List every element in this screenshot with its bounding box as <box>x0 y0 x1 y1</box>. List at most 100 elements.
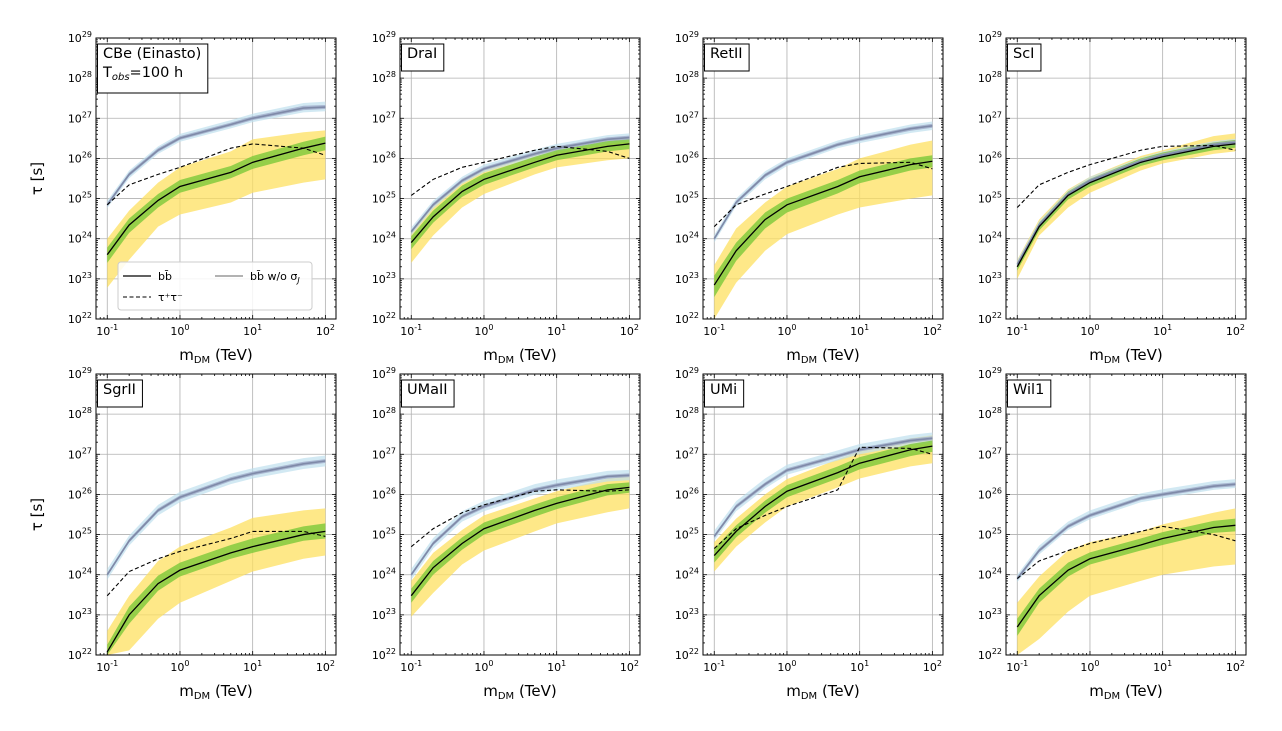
panel-title: ScI <box>1013 46 1034 62</box>
panel-title-box: Wil1 <box>1007 379 1052 408</box>
y-tick-label: 1023 <box>372 607 396 622</box>
panel-cbe-einasto: 10-1 100 101 102 1022 1023 1024 1025 1026 1027 102… <box>28 30 337 366</box>
bb-no-sigma-line <box>106 460 326 576</box>
y-tick-label: 1024 <box>675 567 699 582</box>
x-tick-label: 101 <box>1153 323 1172 338</box>
y-tick-label: 1027 <box>372 110 396 125</box>
panel-title: RetII <box>710 46 743 62</box>
y-tick-label: 1029 <box>372 366 396 381</box>
x-tick-label: 100 <box>474 323 493 338</box>
panel-title: UMaII <box>407 382 448 398</box>
panel-title-box: UMaII <box>401 379 455 408</box>
axes-frame <box>95 37 337 320</box>
y-tick-label: 1027 <box>68 110 92 125</box>
x-tick-label: 101 <box>547 323 566 338</box>
bb-band-68 <box>411 139 630 250</box>
plot-area <box>106 455 326 655</box>
y-tick-label: 1029 <box>978 366 1002 381</box>
panel-title-box: RetII <box>704 43 750 72</box>
panel-title-frame <box>704 379 745 408</box>
y-tick-label: 1023 <box>68 607 92 622</box>
x-axis-label: mDM (TeV) <box>483 346 557 366</box>
x-axis-label: mDM (TeV) <box>1089 346 1163 366</box>
bb-no-sigma-line <box>1016 141 1236 265</box>
bb-no-sigma-line <box>713 125 933 240</box>
y-tick-label: 1027 <box>675 110 699 125</box>
y-tick-label: 1028 <box>68 406 92 421</box>
bb-median-line <box>713 445 933 556</box>
y-tick-label: 1026 <box>372 150 396 165</box>
x-tick-label: 10-1 <box>400 323 422 338</box>
bb-band-95 <box>411 475 630 617</box>
y-tick-label: 1024 <box>978 567 1002 582</box>
y-tick-label: 1029 <box>675 30 699 45</box>
x-tick-label: 10-1 <box>1006 323 1028 338</box>
x-axis-label: mDM (TeV) <box>786 682 860 702</box>
bb-median-line <box>1016 143 1236 268</box>
y-tick-label: 1023 <box>978 607 1002 622</box>
y-tick-label: 1028 <box>978 70 1002 85</box>
x-tick-label: 101 <box>243 323 262 338</box>
x-tick-label: 100 <box>474 659 493 674</box>
bb-no-sigma-band-95 <box>714 432 933 541</box>
bb-no-sigma-line <box>1016 483 1236 580</box>
plot-area <box>1016 133 1236 279</box>
panel-title-frame <box>401 379 455 408</box>
x-tick-label: 10-1 <box>400 659 422 674</box>
y-tick-label: 1022 <box>978 311 1002 326</box>
axes-frame <box>1005 373 1247 656</box>
legend-bb-no-sigma-label: bb̄ w/o σJ <box>250 270 300 285</box>
bb-band-95 <box>1017 508 1236 655</box>
legend-tautau-label: τ⁺τ⁻ <box>158 291 183 304</box>
x-tick-label: 10-1 <box>703 323 725 338</box>
tautau-line <box>713 446 933 549</box>
y-tick-label: 1025 <box>372 527 396 542</box>
plot-area <box>1016 479 1236 655</box>
panel-title: UMi <box>710 382 737 398</box>
y-tick-label: 1029 <box>372 30 396 45</box>
panel-umi: 10-1 100 101 102 1022 1023 1024 1025 1026 1027 102… <box>675 366 944 702</box>
x-axis-label: mDM (TeV) <box>786 346 860 366</box>
bb-median-line <box>410 486 630 597</box>
x-tick-label: 10-1 <box>96 323 118 338</box>
legend-bb-label: bb̄ <box>158 270 172 283</box>
x-tick-label: 100 <box>170 323 189 338</box>
y-tick-label: 1029 <box>675 366 699 381</box>
x-axis-label: mDM (TeV) <box>1089 682 1163 702</box>
x-tick-label: 101 <box>850 659 869 674</box>
panel-title-frame <box>97 379 143 408</box>
y-tick-label: 1029 <box>68 366 92 381</box>
tautau-line <box>1016 525 1236 580</box>
panel-title-frame <box>1007 43 1042 72</box>
panel-title: Wil1 <box>1013 382 1044 398</box>
bb-band-68 <box>714 155 933 298</box>
bb-band-68 <box>107 136 326 263</box>
panel-sgrii: 10-1 100 101 102 1022 1023 1024 1025 1026 1027 102… <box>28 366 337 702</box>
y-tick-label: 1024 <box>372 231 396 246</box>
y-tick-label: 1023 <box>675 607 699 622</box>
bb-band-68 <box>411 482 630 603</box>
y-tick-label: 1025 <box>675 191 699 206</box>
plot-area <box>106 101 326 288</box>
x-axis-label: mDM (TeV) <box>179 346 253 366</box>
x-tick-label: 100 <box>777 659 796 674</box>
bb-band-95 <box>714 435 933 572</box>
x-tick-label: 102 <box>923 659 942 674</box>
x-tick-label: 102 <box>620 323 639 338</box>
x-tick-label: 10-1 <box>1006 659 1028 674</box>
tautau-line <box>106 530 326 597</box>
panel-title: SgrII <box>103 382 136 398</box>
x-tick-label: 101 <box>1153 659 1172 674</box>
x-axis-label: mDM (TeV) <box>483 682 557 702</box>
tautau-line <box>106 143 326 206</box>
panel-title: CBe (Einasto) <box>103 46 201 62</box>
x-tick-label: 10-1 <box>703 659 725 674</box>
panel-umaii: 10-1 100 101 102 1022 1023 1024 1025 1026 1027 102… <box>372 366 641 702</box>
x-axis-label: mDM (TeV) <box>179 682 253 702</box>
legend-frame <box>117 261 313 311</box>
y-tick-label: 1026 <box>675 150 699 165</box>
bb-median-line <box>106 530 326 653</box>
bb-median-line <box>410 143 630 244</box>
bb-band-68 <box>1017 139 1236 271</box>
y-tick-label: 1025 <box>675 527 699 542</box>
